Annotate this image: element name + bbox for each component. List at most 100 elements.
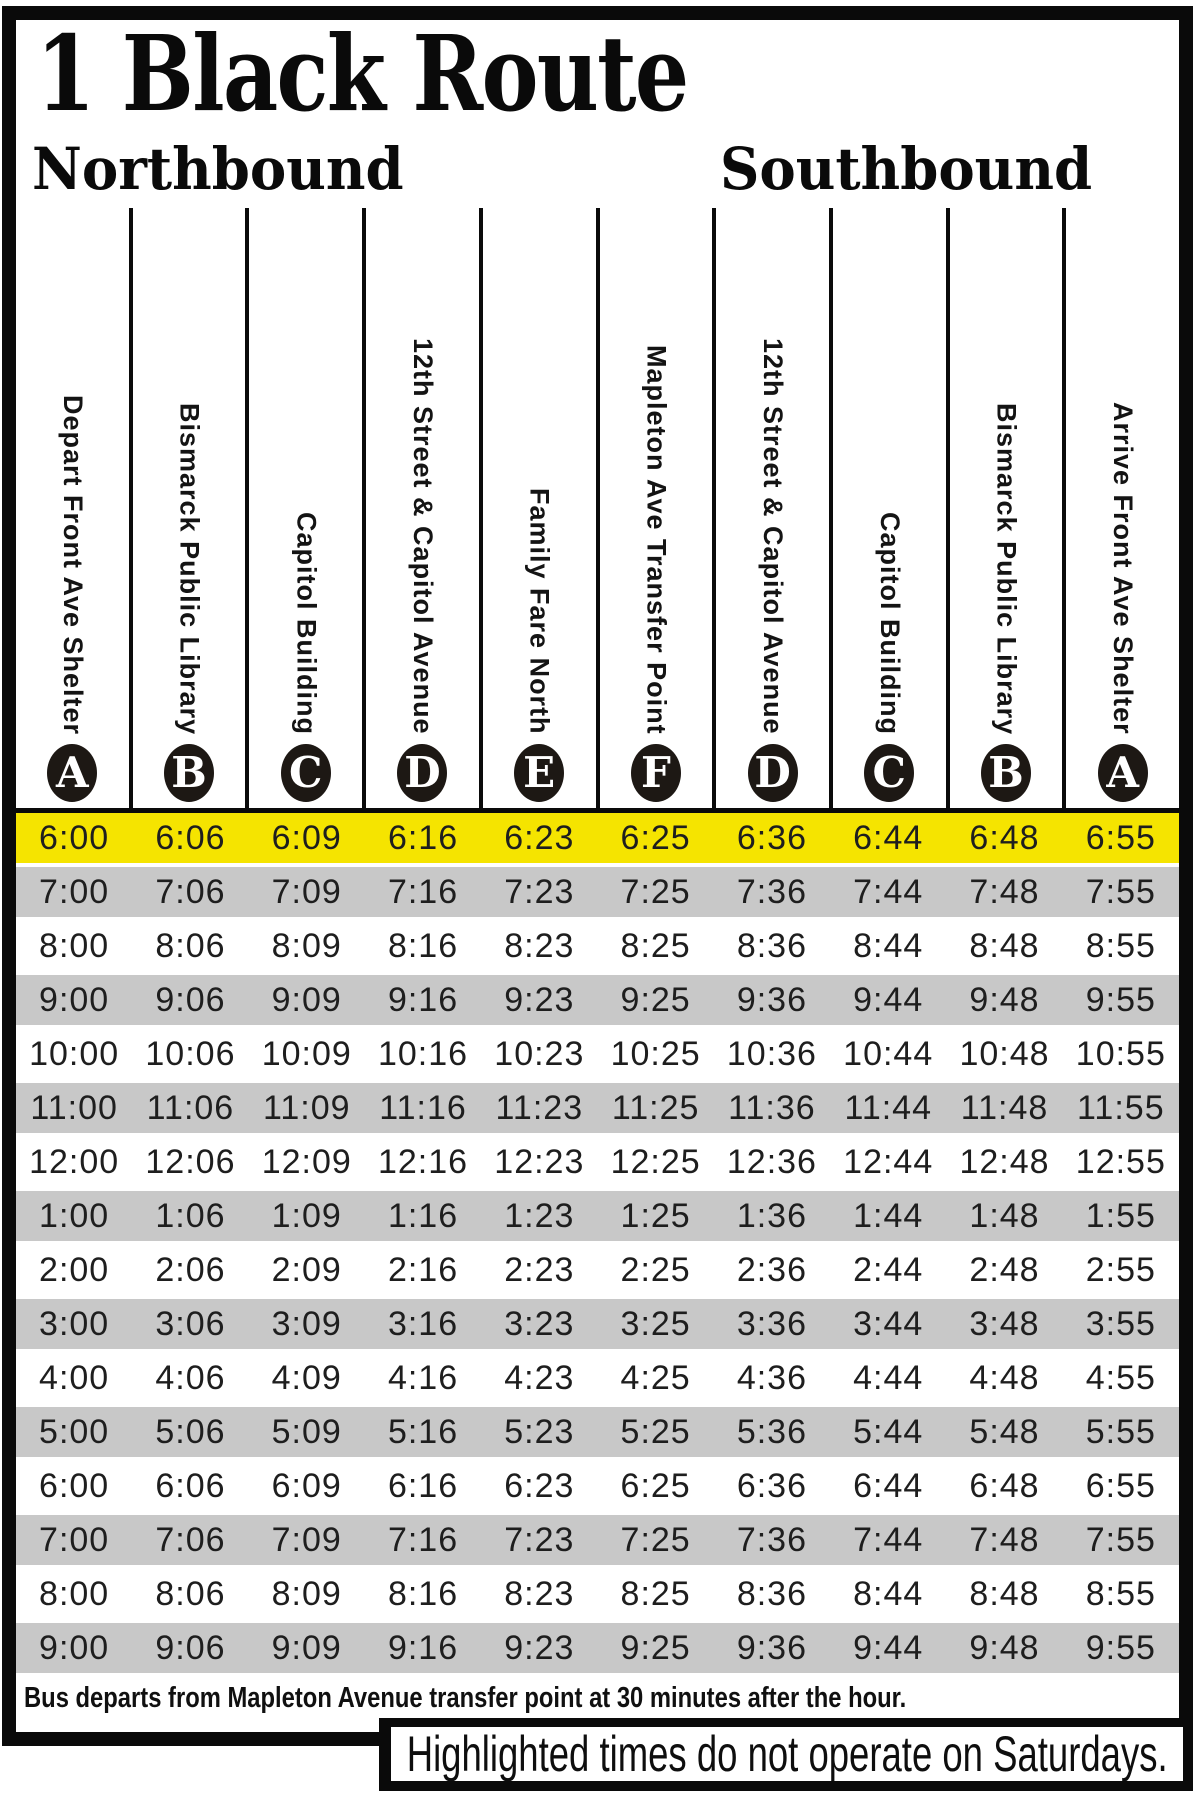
time-cell: 8:23 <box>481 921 598 971</box>
time-cell: 12:00 <box>16 1137 133 1187</box>
time-cell: 5:48 <box>946 1407 1063 1457</box>
time-cell: 10:55 <box>1062 1029 1179 1079</box>
time-cell: 10:23 <box>481 1029 598 1079</box>
time-cell: 2:44 <box>830 1245 947 1295</box>
time-cell: 5:00 <box>16 1407 133 1457</box>
time-cell: 8:55 <box>1062 1569 1179 1619</box>
stop-letter-badge: C <box>280 744 331 802</box>
stop-column: Family Fare North E <box>483 208 600 808</box>
time-cell: 6:44 <box>830 813 947 863</box>
time-cell: 11:09 <box>248 1083 365 1133</box>
schedule-row: 4:00 4:06 4:09 4:16 4:23 4:25 4:36 4:44 4:48 4:55 <box>16 1353 1179 1403</box>
time-cell: 9:44 <box>830 975 947 1025</box>
time-cell: 7:09 <box>248 867 365 917</box>
time-cell: 7:55 <box>1062 867 1179 917</box>
time-cell: 12:23 <box>481 1137 598 1187</box>
time-cell: 8:00 <box>16 1569 133 1619</box>
stop-column: Mapleton Ave Transfer Point F <box>600 208 717 808</box>
time-cell: 1:09 <box>248 1191 365 1241</box>
time-cell: 6:23 <box>481 813 598 863</box>
time-cell: 3:06 <box>132 1299 249 1349</box>
time-cell: 8:06 <box>132 1569 249 1619</box>
time-cell: 6:36 <box>713 813 831 863</box>
time-cell: 3:36 <box>713 1299 831 1349</box>
stop-letter-badge: D <box>397 744 448 802</box>
time-cell: 7:25 <box>597 867 714 917</box>
time-cell: 8:23 <box>481 1569 598 1619</box>
time-cell: 10:06 <box>132 1029 249 1079</box>
stop-letter-badge: C <box>864 744 915 802</box>
time-cell: 7:23 <box>481 1515 598 1565</box>
time-cell: 1:00 <box>16 1191 133 1241</box>
time-cell: 7:44 <box>830 1515 947 1565</box>
time-cell: 7:25 <box>597 1515 714 1565</box>
time-cell: 9:16 <box>364 975 482 1025</box>
stop-column: Bismarck Public Library B <box>133 208 250 808</box>
time-cell: 12:48 <box>946 1137 1063 1187</box>
time-cell: 3:44 <box>830 1299 947 1349</box>
time-cell: 1:25 <box>597 1191 714 1241</box>
time-cell: 11:55 <box>1062 1083 1179 1133</box>
time-cell: 7:06 <box>132 867 249 917</box>
time-cell: 11:23 <box>481 1083 598 1133</box>
schedule-row: 2:00 2:06 2:09 2:16 2:23 2:25 2:36 2:44 2:48 2:55 <box>16 1245 1179 1295</box>
time-cell: 9:23 <box>481 975 598 1025</box>
time-cell: 5:44 <box>830 1407 947 1457</box>
time-cell: 1:55 <box>1062 1191 1179 1241</box>
time-cell: 10:00 <box>16 1029 133 1079</box>
schedule-row: 11:00 11:06 11:09 11:16 11:23 11:25 11:36 11:44… <box>16 1083 1179 1133</box>
time-cell: 12:44 <box>830 1137 947 1187</box>
time-cell: 4:23 <box>481 1353 598 1403</box>
time-cell: 7:23 <box>481 867 598 917</box>
stop-label: Capitol Building <box>291 512 322 735</box>
time-cell: 11:00 <box>16 1083 133 1133</box>
route-title: 1 Black Route <box>36 12 689 135</box>
time-cell: 6:55 <box>1062 1461 1179 1511</box>
stop-letter-badge: F <box>630 744 681 802</box>
time-cell: 6:48 <box>946 1461 1063 1511</box>
schedule-row: 10:00 10:06 10:09 10:16 10:23 10:25 10:36 10:44… <box>16 1029 1179 1079</box>
stop-label: Depart Front Ave Shelter <box>57 394 88 735</box>
time-cell: 4:00 <box>16 1353 133 1403</box>
schedule-row: 7:00 7:06 7:09 7:16 7:23 7:25 7:36 7:44 7:48 7:55 <box>16 1515 1179 1565</box>
time-cell: 9:25 <box>597 975 714 1025</box>
time-cell: 2:23 <box>481 1245 598 1295</box>
time-cell: 9:55 <box>1062 975 1179 1025</box>
time-cell: 6:09 <box>248 813 365 863</box>
stop-label: Arrive Front Ave Shelter <box>1108 402 1139 735</box>
schedule-row: 6:00 6:06 6:09 6:16 6:23 6:25 6:36 6:44 6:48 6:55 <box>16 1461 1179 1511</box>
time-cell: 10:25 <box>597 1029 714 1079</box>
time-cell: 6:55 <box>1062 813 1179 863</box>
time-cell: 1:48 <box>946 1191 1063 1241</box>
time-cell: 9:00 <box>16 1623 133 1673</box>
time-cell: 2:25 <box>597 1245 714 1295</box>
time-cell: 9:09 <box>248 975 365 1025</box>
time-cell: 8:25 <box>597 1569 714 1619</box>
time-cell: 8:25 <box>597 921 714 971</box>
time-cell: 4:48 <box>946 1353 1063 1403</box>
time-cell: 4:36 <box>713 1353 831 1403</box>
time-cell: 12:55 <box>1062 1137 1179 1187</box>
time-cell: 5:25 <box>597 1407 714 1457</box>
time-cell: 2:48 <box>946 1245 1063 1295</box>
time-cell: 11:06 <box>132 1083 249 1133</box>
time-cell: 4:55 <box>1062 1353 1179 1403</box>
time-cell: 1:23 <box>481 1191 598 1241</box>
time-cell: 10:16 <box>364 1029 482 1079</box>
schedule-row: 8:00 8:06 8:09 8:16 8:23 8:25 8:36 8:44 8:48 8:55 <box>16 1569 1179 1619</box>
route-frame: 1 Black Route Northbound Southbound Depa… <box>2 6 1193 1746</box>
time-cell: 3:55 <box>1062 1299 1179 1349</box>
stop-letter-badge: A <box>1097 744 1148 802</box>
time-cell: 6:23 <box>481 1461 598 1511</box>
time-cell: 2:55 <box>1062 1245 1179 1295</box>
time-cell: 8:16 <box>364 1569 482 1619</box>
time-cell: 6:36 <box>713 1461 831 1511</box>
schedule-row-highlighted: 6:00 6:06 6:09 6:16 6:23 6:25 6:36 6:44 6:48 6:55 <box>16 813 1179 863</box>
schedule-row: 12:00 12:06 12:09 12:16 12:23 12:25 12:36 12:44… <box>16 1137 1179 1187</box>
time-cell: 5:23 <box>481 1407 598 1457</box>
time-cell: 11:25 <box>597 1083 714 1133</box>
time-cell: 6:25 <box>597 813 714 863</box>
schedule-row: 9:00 9:06 9:09 9:16 9:23 9:25 9:36 9:44 9:48 9:55 <box>16 1623 1179 1673</box>
time-cell: 12:16 <box>364 1137 482 1187</box>
